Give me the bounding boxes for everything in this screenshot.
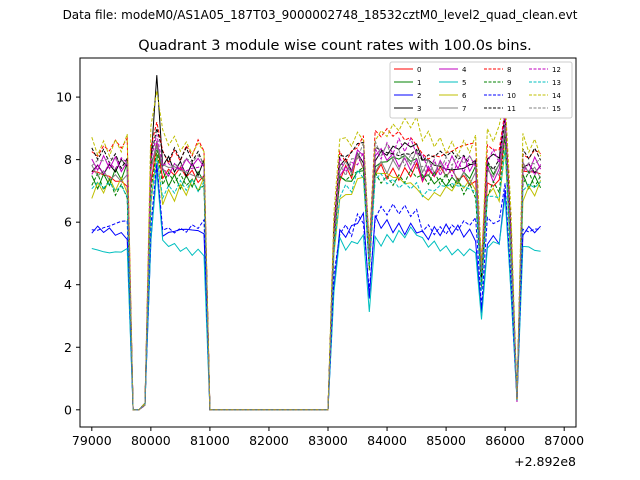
legend-label-15: 15 [552, 105, 561, 113]
y-tick-label: 6 [64, 215, 72, 230]
x-tick-label: 84000 [367, 433, 407, 448]
legend-label-13: 13 [552, 79, 561, 87]
y-tick-label: 10 [56, 90, 72, 105]
legend-box [389, 61, 573, 119]
y-tick-label: 4 [64, 277, 72, 292]
series-line-15 [91, 124, 541, 411]
legend-label-14: 14 [552, 92, 561, 100]
x-tick-label: 86000 [485, 433, 525, 448]
x-tick-label: 81000 [190, 433, 230, 448]
series-line-14 [91, 90, 542, 411]
legend-label-8: 8 [507, 66, 511, 74]
x-tick-label: 80000 [131, 433, 171, 448]
legend-label-2: 2 [417, 92, 421, 100]
y-tick-label: 2 [64, 340, 72, 355]
series-line-5 [91, 172, 541, 411]
series-lines [91, 75, 542, 411]
series-line-3 [91, 75, 541, 411]
legend-label-9: 9 [507, 79, 511, 87]
legend-label-10: 10 [507, 92, 516, 100]
legend-label-11: 11 [507, 105, 516, 113]
x-tick-label: 85000 [426, 433, 466, 448]
x-tick-label: 83000 [308, 433, 348, 448]
x-tick-label: 82000 [249, 433, 289, 448]
legend-label-0: 0 [417, 66, 421, 74]
x-offset-label: +2.892e8 [514, 454, 576, 469]
data-file-title: Data file: modeM0/AS1A05_187T03_90000027… [62, 8, 578, 22]
legend-label-6: 6 [462, 92, 467, 100]
x-tick-label: 79000 [72, 433, 112, 448]
axis-ticks: 79000 80000 81000 82000 83000 84000 85000 86000… [56, 90, 584, 448]
y-tick-label: 8 [64, 152, 72, 167]
chart-title: Quadrant 3 module wise count rates with … [138, 38, 532, 54]
legend-label-3: 3 [417, 105, 421, 113]
legend-label-1: 1 [417, 79, 421, 87]
legend-label-12: 12 [552, 66, 561, 74]
x-tick-label: 87000 [544, 433, 584, 448]
y-tick-label: 0 [64, 402, 72, 417]
legend-label-7: 7 [462, 105, 466, 113]
legend-label-5: 5 [462, 79, 466, 87]
legend-label-4: 4 [462, 66, 467, 74]
